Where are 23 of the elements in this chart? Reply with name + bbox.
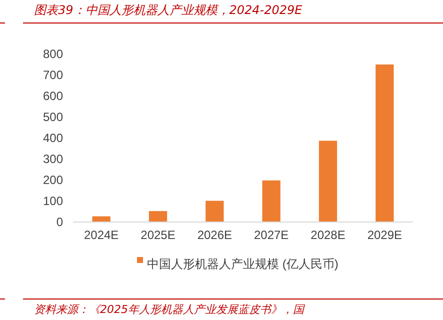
bar (148, 211, 168, 222)
bar (206, 200, 224, 222)
y-tick-label: 500 (42, 110, 64, 124)
x-tick-label: 2025E (140, 228, 176, 242)
x-tick-label: 2028E (310, 228, 346, 242)
y-tick-label: 800 (42, 47, 64, 62)
y-tick-label: 0 (56, 215, 64, 230)
x-tick-label: 2024E (84, 228, 119, 242)
bar (262, 180, 280, 222)
x-tick-label: 2026E (197, 228, 232, 242)
bar (318, 140, 338, 222)
y-tick-label: 600 (42, 89, 64, 104)
bar (376, 64, 394, 222)
chart-title: 图表39：中国人形机器人产业规模，2024-2029E (34, 3, 303, 17)
legend-label: 中国人形机器人产业规模 (亿人民币) (147, 257, 338, 272)
x-tick-label: 2027E (254, 228, 289, 242)
y-tick-label: 100 (42, 194, 64, 208)
y-tick-label: 200 (42, 173, 64, 188)
y-tick-label: 300 (42, 152, 64, 166)
y-tick-label: 700 (42, 68, 64, 82)
text: 资料来源：《2025年人形机器人产业发展蓝皮书》，国 (34, 303, 306, 316)
x-tick-label: 2029E (367, 228, 402, 242)
y-tick-label: 400 (42, 131, 64, 146)
